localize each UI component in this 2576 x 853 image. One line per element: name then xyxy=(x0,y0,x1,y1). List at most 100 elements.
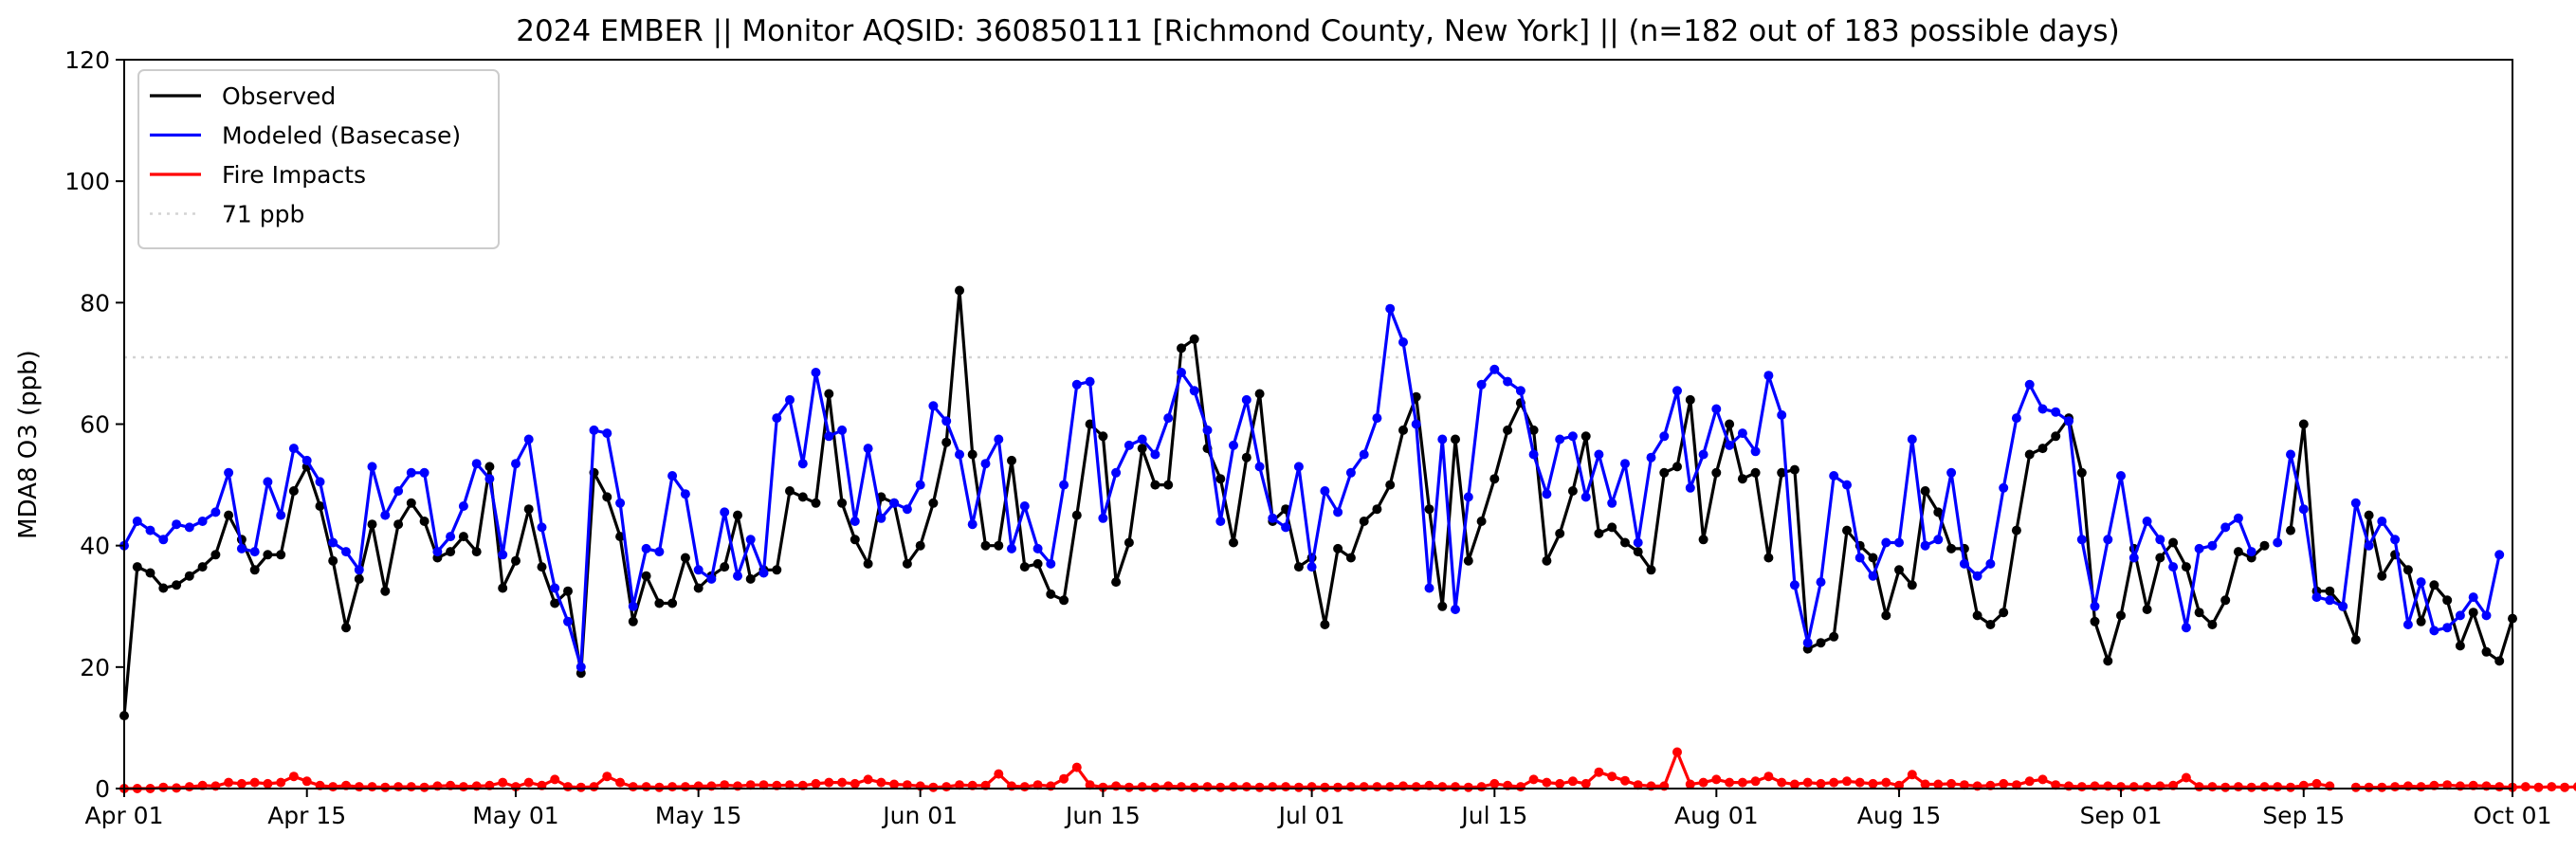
data-point xyxy=(1829,777,1839,788)
data-point xyxy=(1567,776,1578,787)
data-point xyxy=(2520,782,2530,792)
data-point xyxy=(458,532,468,542)
data-point xyxy=(1071,379,1082,390)
x-tick-label: Jul 01 xyxy=(1277,802,1345,829)
data-point xyxy=(328,555,338,566)
data-point xyxy=(811,498,821,508)
data-point xyxy=(1972,571,1982,581)
data-point xyxy=(1999,608,2009,618)
data-point xyxy=(1894,565,1904,575)
series-0 xyxy=(119,285,2517,721)
data-point xyxy=(1359,449,1369,460)
data-point xyxy=(2364,510,2374,520)
data-point xyxy=(2155,535,2165,545)
data-point xyxy=(654,782,665,792)
data-point xyxy=(406,782,416,792)
data-point xyxy=(145,525,155,535)
data-point xyxy=(1098,782,1108,792)
data-point xyxy=(2246,782,2256,792)
data-point xyxy=(1685,779,1695,789)
data-point xyxy=(2494,782,2505,792)
data-point xyxy=(980,459,991,469)
data-point xyxy=(1763,771,1774,782)
data-point xyxy=(1451,434,1460,445)
data-point xyxy=(1959,558,1969,569)
data-point xyxy=(341,623,351,633)
data-point xyxy=(1189,334,1199,344)
data-point xyxy=(850,535,860,545)
data-point xyxy=(2207,620,2218,629)
data-point xyxy=(484,462,495,472)
data-point xyxy=(1646,452,1656,463)
data-point xyxy=(1698,777,1708,788)
data-point xyxy=(1437,782,1448,792)
data-point xyxy=(628,782,638,792)
data-point xyxy=(1711,404,1722,414)
data-point xyxy=(680,489,690,499)
data-point xyxy=(224,467,234,478)
data-point xyxy=(1372,782,1382,792)
data-point xyxy=(2390,782,2401,792)
data-point xyxy=(1685,482,1695,493)
data-point xyxy=(693,565,703,575)
data-point xyxy=(1789,779,1800,789)
data-point xyxy=(2273,537,2283,548)
data-point xyxy=(1293,782,1304,792)
data-point xyxy=(1150,782,1160,792)
data-point xyxy=(667,598,678,608)
data-point xyxy=(772,565,782,575)
data-point xyxy=(1019,501,1030,511)
data-point xyxy=(2037,404,2048,414)
data-point xyxy=(980,540,991,551)
data-point xyxy=(2350,498,2361,508)
data-point xyxy=(432,547,443,557)
data-point xyxy=(2259,540,2270,551)
data-point xyxy=(1580,431,1591,442)
data-point xyxy=(797,492,808,502)
data-point xyxy=(563,782,573,792)
data-point xyxy=(523,504,534,515)
data-point xyxy=(641,782,651,792)
data-point xyxy=(837,425,848,435)
data-point xyxy=(1046,558,1056,569)
data-point xyxy=(2128,782,2139,792)
x-tick-label: Sep 01 xyxy=(2080,802,2163,829)
data-point xyxy=(1268,513,1278,523)
data-point xyxy=(550,583,560,593)
data-point xyxy=(2116,471,2126,481)
data-point xyxy=(2468,592,2478,603)
data-point xyxy=(1816,778,1826,789)
x-tick-label: Apr 15 xyxy=(267,802,346,829)
series-layer xyxy=(119,285,2576,793)
data-point xyxy=(2286,449,2295,460)
data-point xyxy=(2024,776,2035,787)
data-point xyxy=(2168,562,2179,572)
data-point xyxy=(2233,513,2243,523)
y-axis-title: MDA8 O3 (ppb) xyxy=(14,350,43,539)
data-point xyxy=(615,498,626,508)
data-point xyxy=(236,543,247,554)
data-point xyxy=(720,562,730,572)
data-point xyxy=(1594,528,1604,538)
data-point xyxy=(876,777,886,788)
data-point xyxy=(419,782,429,792)
data-point xyxy=(1019,782,1030,792)
data-point xyxy=(693,583,703,593)
data-point xyxy=(1489,778,1500,789)
data-point xyxy=(1607,498,1617,508)
data-point xyxy=(1777,777,1787,788)
data-point xyxy=(2051,431,2061,442)
data-point xyxy=(1437,434,1448,445)
data-point xyxy=(1229,440,1238,450)
data-point xyxy=(2181,623,2191,633)
data-point xyxy=(1933,507,1944,517)
data-point xyxy=(2377,517,2387,526)
data-point xyxy=(1372,504,1382,515)
data-point xyxy=(2064,416,2074,426)
data-point xyxy=(1515,386,1526,396)
data-point xyxy=(1985,558,1996,569)
data-point xyxy=(367,462,377,472)
data-point xyxy=(484,474,495,484)
data-point xyxy=(2547,782,2557,792)
data-point xyxy=(1816,638,1826,648)
